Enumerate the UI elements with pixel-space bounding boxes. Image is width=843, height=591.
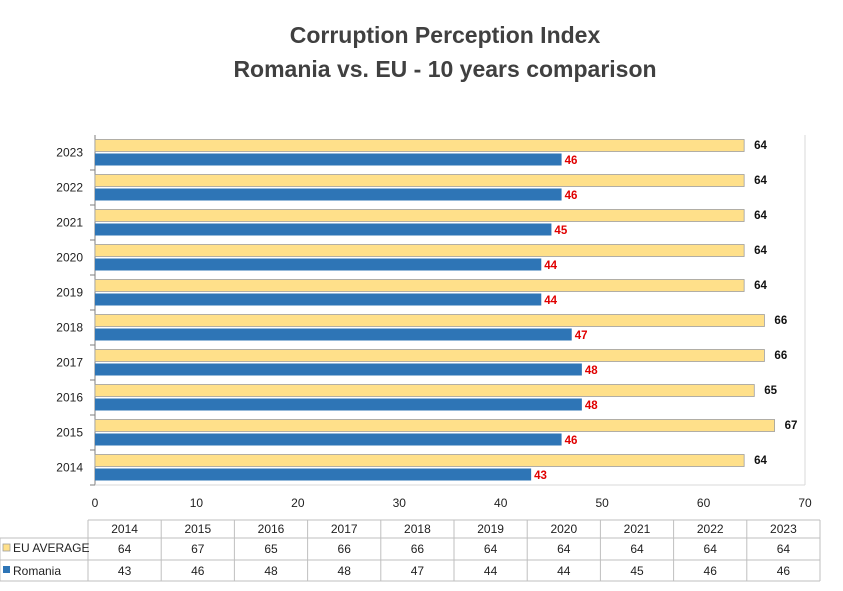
bar-romania [95,153,562,166]
data-label-eu-average: 67 [785,420,798,432]
table-header-year: 2023 [770,522,797,536]
table-cell-eu-average: 66 [338,542,352,556]
table-header-year: 2019 [477,522,504,536]
bar-eu-average [94,349,765,362]
data-label-eu-average: 65 [764,385,777,397]
y-tick-label: 2017 [56,356,83,370]
table-header-year: 2014 [111,522,138,536]
data-label-eu-average: 64 [754,210,767,222]
bar-romania [95,293,542,306]
data-label-romania: 45 [554,225,567,237]
legend-label-eu-average: EU AVERAGE [13,541,89,555]
y-tick-label: 2014 [56,461,83,475]
table-cell-romania: 47 [411,564,425,578]
table-cell-romania: 44 [484,564,498,578]
table-cell-romania: 45 [630,564,644,578]
bar-romania [95,398,582,411]
data-label-eu-average: 64 [754,455,767,467]
table-header-year: 2020 [550,522,577,536]
data-label-eu-average: 66 [774,315,787,327]
table-cell-eu-average: 67 [191,542,205,556]
legend-key-romania [3,566,10,573]
table-header-year: 2016 [258,522,285,536]
x-tick-label: 70 [798,496,812,510]
y-tick-label: 2023 [56,146,83,160]
chart-title-line2: Romania vs. EU - 10 years comparison [233,56,657,82]
x-tick-label: 0 [92,496,99,510]
data-label-romania: 46 [565,190,578,202]
x-tick-label: 40 [494,496,508,510]
table-cell-eu-average: 64 [484,542,498,556]
bar-romania [95,433,562,446]
table-cell-romania: 46 [777,564,791,578]
bar-romania [95,188,562,201]
legend-key-eu-average [2,543,11,552]
bar-eu-average [94,139,745,152]
data-label-romania: 46 [565,435,578,447]
table-header-year: 2021 [624,522,651,536]
data-label-romania: 48 [585,400,598,412]
data-label-eu-average: 64 [754,245,767,257]
y-tick-label: 2021 [56,216,83,230]
data-label-romania: 43 [534,470,547,482]
data-label-romania: 47 [575,330,588,342]
table-cell-romania: 46 [704,564,718,578]
table-cell-eu-average: 64 [557,542,571,556]
data-label-eu-average: 64 [754,175,767,187]
bar-eu-average [94,384,755,397]
bar-eu-average [94,244,745,257]
x-tick-label: 20 [291,496,305,510]
table-cell-romania: 46 [191,564,205,578]
table-header-year: 2015 [184,522,211,536]
data-label-romania: 48 [585,365,598,377]
x-tick-label: 60 [697,496,711,510]
bar-eu-average [94,279,745,292]
y-tick-label: 2016 [56,391,83,405]
y-tick-label: 2018 [56,321,83,335]
bar-romania [95,468,532,481]
table-header-year: 2018 [404,522,431,536]
bar-romania [95,328,572,341]
table-cell-eu-average: 66 [411,542,425,556]
data-label-romania: 44 [544,260,557,272]
table-cell-eu-average: 64 [118,542,132,556]
x-tick-label: 30 [393,496,407,510]
table-cell-romania: 43 [118,564,132,578]
x-tick-label: 50 [595,496,609,510]
data-label-eu-average: 64 [754,280,767,292]
y-tick-label: 2015 [56,426,83,440]
legend-label-romania: Romania [13,564,61,578]
table-cell-eu-average: 64 [777,542,791,556]
bar-eu-average [94,314,765,327]
bar-eu-average [94,454,745,467]
x-tick-label: 10 [190,496,204,510]
data-label-romania: 46 [565,155,578,167]
data-label-eu-average: 66 [774,350,787,362]
bar-eu-average [94,174,745,187]
bar-eu-average [94,209,745,222]
bar-romania [95,258,542,271]
table-header-year: 2017 [331,522,358,536]
table-cell-eu-average: 65 [264,542,278,556]
table-cell-eu-average: 64 [630,542,644,556]
data-label-eu-average: 64 [754,140,767,152]
table-header-year: 2022 [697,522,724,536]
y-tick-label: 2022 [56,181,83,195]
y-tick-label: 2019 [56,286,83,300]
table-cell-romania: 48 [264,564,278,578]
bar-romania [95,363,582,376]
chart-title: Corruption Perception Index Romania vs. … [0,18,843,86]
chart-title-line1: Corruption Perception Index [289,22,601,48]
table-cell-eu-average: 64 [704,542,718,556]
bar-romania [95,223,552,236]
data-label-romania: 44 [544,295,557,307]
table-cell-romania: 44 [557,564,571,578]
y-tick-label: 2020 [56,251,83,265]
table-cell-romania: 48 [338,564,352,578]
bar-eu-average [94,419,775,432]
